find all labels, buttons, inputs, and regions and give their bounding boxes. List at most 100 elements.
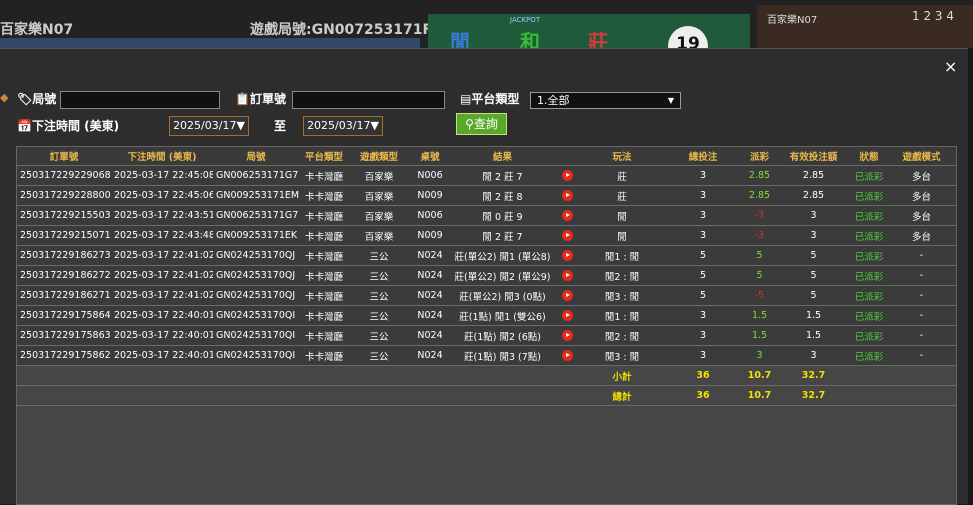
date-from[interactable]: 2025/03/17▼ [169,116,249,136]
round-label-text: 局號 [32,92,57,106]
cell: 莊(單公2) 閒1 (單公8) [451,245,554,266]
game-background: 百家樂N07 遊戲局號:GN007253171F1 JACKPOT 閒 和 莊 … [0,0,973,66]
cell: GN009253171EM [213,185,299,206]
query-button[interactable]: ⚲查詢 [456,113,507,135]
cell: 3 [776,205,851,226]
platform-value: 1.全部 [537,94,570,107]
video-icon[interactable] [562,170,573,181]
cell: 多台 [887,185,956,206]
video-icon[interactable] [562,350,573,361]
date-to[interactable]: 2025/03/17▼ [303,116,383,136]
cell: 250317229175864 [17,305,111,326]
cell: 已派彩 [851,325,887,346]
video-cell [554,305,581,326]
video-icon[interactable] [562,210,573,221]
cell: 2.85 [743,185,776,206]
cell: N009 [409,225,451,246]
video-icon[interactable] [562,290,573,301]
video-icon[interactable] [562,190,573,201]
cell: 2025-03-17 22:41:02 [111,285,213,306]
cell: 5 [663,245,743,266]
cell: 5 [776,265,851,286]
cell: GN024253170QJ [213,285,299,306]
empty-cell [299,385,349,406]
total-label: 總計 [581,385,663,406]
cell: 已派彩 [851,245,887,266]
video-cell [554,245,581,266]
cell: 2.85 [743,165,776,186]
order-row: 250317229215503 2025-03-17 22:43:51 GN0062… [17,205,956,226]
video-icon[interactable] [562,270,573,281]
video-icon[interactable] [562,310,573,321]
cell: GN024253170QI [213,305,299,326]
cell: 閒 2 莊 8 [451,185,554,206]
cell: 3 [663,165,743,186]
cell: 已派彩 [851,225,887,246]
cell: N024 [409,285,451,306]
cell: 3 [663,225,743,246]
cell: 250317229215071 [17,225,111,246]
order-row: 250317229175864 2025-03-17 22:40:01 GN0242… [17,305,956,326]
cell: N024 [409,265,451,286]
header-cell: 玩法 [581,147,663,166]
close-button[interactable]: × [944,57,958,76]
empty-cell [17,385,111,406]
cell: GN006253171G7 [213,205,299,226]
empty-cell [554,385,581,406]
platform-select[interactable]: 1.全部 ▼ [530,92,681,109]
order-row: 250317229186273 2025-03-17 22:41:02 GN0242… [17,245,956,266]
total-value: 32.7 [776,365,851,386]
empty-cell [887,385,956,406]
header-cell: 遊戲類型 [349,147,409,166]
cell: 莊(1點) 閒1 (雙公6) [451,305,554,326]
cell: 5 [776,285,851,306]
cell: 百家樂 [349,205,409,226]
cell: 250317229215503 [17,205,111,226]
cell: 三公 [349,325,409,346]
cell: N006 [409,205,451,226]
cell: 2025-03-17 22:43:51 [111,205,213,226]
cell: 三公 [349,305,409,326]
cell: 5 [663,285,743,306]
cell: 5 [743,265,776,286]
cell: 閒3 : 閒 [581,345,663,366]
round-id: 遊戲局號:GN007253171F1 [250,22,442,38]
cell: 2025-03-17 22:45:08 [111,165,213,186]
cell: 1.5 [776,305,851,326]
header-cell: 有效投注額 [776,147,851,166]
cell: 閒 2 莊 7 [451,225,554,246]
header-cell: 桌號 [409,147,451,166]
video-icon[interactable] [562,330,573,341]
cell: 閒2 : 閒 [581,325,663,346]
side-nums: 1 2 3 4 [912,9,954,23]
cell: 卡卡灣廳 [299,265,349,286]
cell: 5 [776,245,851,266]
cell: - [887,265,956,286]
header-cell: 訂單號 [17,147,111,166]
video-cell [554,265,581,286]
order-label-text: 訂單號 [249,92,286,106]
cell: 250317229186272 [17,265,111,286]
cell: 莊 [581,165,663,186]
cell: 莊(1點) 閒3 (7點) [451,345,554,366]
cell: - [887,325,956,346]
order-input[interactable] [292,91,445,109]
empty-cell [213,385,299,406]
cell: GN024253170QI [213,345,299,366]
cell: 1.5 [743,305,776,326]
cell: 已派彩 [851,185,887,206]
order-row: 250317229229068 2025-03-17 22:45:08 GN0062… [17,165,956,186]
video-icon[interactable] [562,230,573,241]
cell: 2025-03-17 22:40:01 [111,305,213,326]
header-cell: 狀態 [851,147,887,166]
empty-cell [17,365,111,386]
video-icon[interactable] [562,250,573,261]
platform-label-text: 平台類型 [471,92,520,106]
cell: 2025-03-17 22:40:01 [111,325,213,346]
video-cell [554,325,581,346]
cell: 2025-03-17 22:41:02 [111,245,213,266]
total-value: 36 [663,385,743,406]
cell: 卡卡灣廳 [299,325,349,346]
round-input[interactable] [60,91,220,109]
cell: 莊(單公2) 閒2 (單公9) [451,265,554,286]
